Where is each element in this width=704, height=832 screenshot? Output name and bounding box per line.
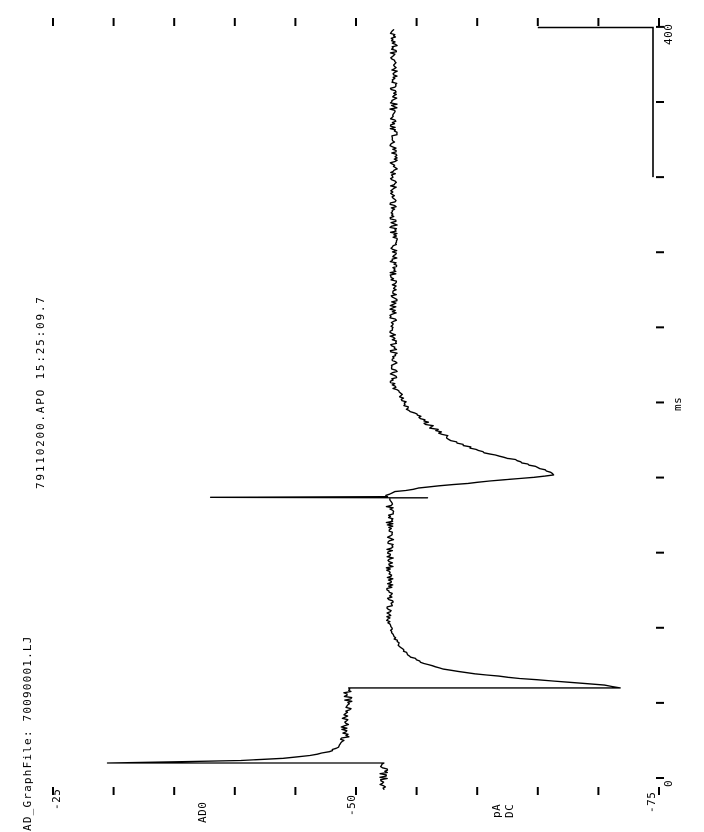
time-tick-label-0: 0 (662, 780, 675, 787)
current-tick-label-50: -50 (345, 795, 358, 816)
current-tick-label-75: -75 (645, 792, 658, 813)
time-tick-label-400: 400 (662, 24, 675, 45)
channel-label: AD0 (196, 802, 209, 823)
time-axis-ticks (656, 25, 664, 779)
current-tick-label-25: -25 (50, 789, 63, 810)
file-label: AD_GraphFile: 70090001.LJ (21, 635, 34, 831)
unit-label-pa: pA (490, 804, 503, 818)
current-trace (106, 29, 621, 790)
time-axis-unit-label: ms (671, 397, 684, 411)
current-axis-ticks-top (52, 18, 660, 26)
unit-label-dc: DC (503, 804, 516, 818)
axis-corner-line (537, 26, 654, 178)
current-axis-ticks-bottom (52, 787, 660, 795)
run-title-label: 79110200.APO 15:25:09.7 (34, 295, 47, 489)
